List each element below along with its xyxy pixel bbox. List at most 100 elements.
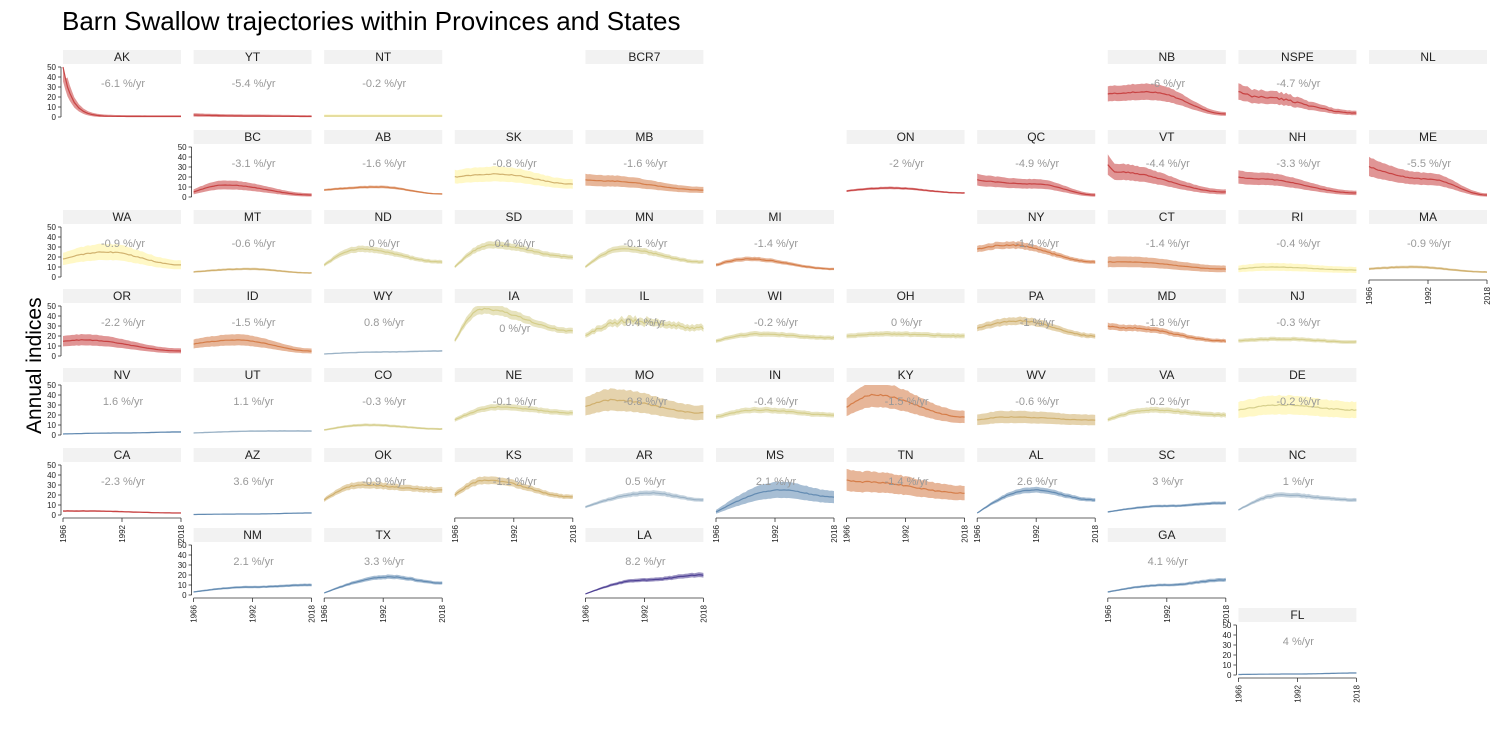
x-tick-label: 2018 [961,524,970,542]
strip-background [1107,289,1226,303]
strip-label: MA [1419,210,1437,224]
x-tick-label: 1992 [1293,684,1302,702]
y-tick-label: 40 [178,153,187,162]
trend-label: -0.9 %/yr [101,238,145,250]
facet-panel-va: VA -0.2 %/yr [1107,368,1226,422]
trend-label: -3.1 %/yr [232,158,276,170]
facet-panel-ut: UT 1.1 %/yr [193,368,312,434]
y-tick-label: 0 [52,273,57,282]
x-tick-label: 2018 [1091,524,1100,542]
y-tick-label: 30 [178,561,187,570]
y-tick-label: 40 [178,551,187,560]
facet-panel-on: ON -2 %/yr [846,130,965,194]
trajectory-line [454,307,573,342]
trend-label: -0.2 %/yr [1146,396,1190,408]
facet-panel-me: ME -5.5 %/yr [1368,130,1487,197]
strip-background [324,130,443,144]
trajectory-line [62,66,181,118]
strip-label: TN [898,448,914,462]
trajectory-line [1238,91,1357,114]
x-tick-label: 1966 [320,604,329,622]
trajectory-band [846,468,965,501]
strip-background [63,50,181,64]
trajectory-line [193,268,312,274]
facet-panel-vt: VT -4.4 %/yr [1107,130,1226,195]
trend-label: -0.6 %/yr [232,238,276,250]
facet-panel-oh: OH 0 %/yr [846,289,965,339]
trajectory-band [63,243,181,270]
trajectory-band [1107,83,1226,116]
strip-background [716,448,834,462]
y-tick-label: 50 [1222,621,1231,630]
x-tick-label: 1966 [843,524,852,542]
strip-label: YT [245,50,261,64]
facet-panel-tn: TN -1.4 %/yr 1966 1992 2018 [843,448,970,543]
y-tick-label: 20 [47,332,56,341]
strip-background [716,210,834,224]
strip-background [63,210,181,224]
strip-label: NC [1289,448,1307,462]
strip-label: WI [768,289,783,303]
strip-background [1107,368,1226,382]
trend-label: 3.6 %/yr [233,476,274,488]
strip-label: BC [244,130,261,144]
strip-label: UT [245,368,262,382]
x-tick-label: 2018 [830,524,839,542]
strip-background [193,368,312,382]
strip-background [324,368,443,382]
strip-background [1369,50,1487,64]
trend-label: 2.1 %/yr [233,556,274,568]
strip-background [846,368,965,382]
trajectory-band [1238,394,1357,419]
y-tick-label: 50 [47,461,56,470]
strip-background [585,50,704,64]
trajectory-line [193,339,312,352]
strip-background [977,289,1096,303]
trend-label: -1.6 %/yr [362,158,406,170]
strip-background [716,368,834,382]
strip-background [324,50,443,64]
strip-label: NM [243,528,262,542]
strip-label: NY [1028,210,1045,224]
facet-panel-mt: MT -0.6 %/yr [193,210,312,274]
trajectory-line [846,393,965,418]
trajectory-line [323,248,443,266]
y-tick-label: 30 [47,243,56,252]
strip-label: AR [636,448,653,462]
trajectory-line [1238,403,1357,411]
strip-background [63,368,181,382]
trend-label: -0.3 %/yr [362,396,406,408]
y-tick-label: 20 [47,491,56,500]
trajectory-line [454,243,573,268]
strip-label: OR [113,289,131,303]
strip-label: IA [508,289,519,303]
strip-background [324,528,443,542]
facet-panel-yt: YT -5.4 %/yr [193,50,312,118]
strip-background [585,448,704,462]
facet-panel-wv: WV -0.6 %/yr [977,368,1096,426]
trend-label: -1.5 %/yr [232,317,276,329]
x-tick-label: 1992 [1163,604,1172,622]
facet-panel-nj: NJ -0.3 %/yr [1238,289,1357,344]
trajectory-line [715,258,834,270]
facet-panel-de: DE -0.2 %/yr [1238,368,1357,419]
strip-background [585,130,704,144]
y-tick-label: 50 [178,143,187,152]
trajectory-band [585,245,704,269]
strip-label: LA [637,528,652,542]
trend-label: -1.8 %/yr [1146,317,1190,329]
strip-label: AK [114,50,130,64]
trend-label: 4.1 %/yr [1148,556,1189,568]
y-tick-label: 40 [1222,631,1231,640]
trend-label: 1.6 %/yr [103,396,144,408]
trajectory-line [846,187,965,194]
strip-label: CO [374,368,392,382]
facet-panel-ab: AB -1.6 %/yr [324,130,443,195]
y-tick-label: 0 [52,431,57,440]
x-tick-label: 1992 [379,604,388,622]
y-tick-label: 40 [47,471,56,480]
strip-background [63,289,181,303]
y-tick-label: 50 [47,223,56,232]
